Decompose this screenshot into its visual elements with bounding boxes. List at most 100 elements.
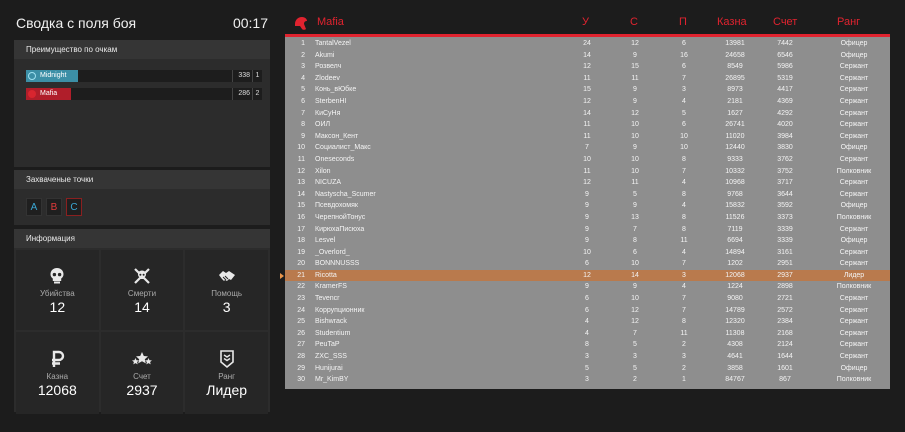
table-row[interactable]: 26 Studentium 4 7 11 11308 2168 Сержант bbox=[285, 328, 890, 340]
table-row[interactable]: 1 TantalVezel 24 12 6 13981 7442 Офицер bbox=[285, 38, 890, 50]
treasury-value: 4308 bbox=[727, 341, 743, 349]
table-row[interactable]: 6 SterbenHI 12 9 4 2181 4369 Сержант bbox=[285, 96, 890, 108]
table-row[interactable]: 27 PeuTaP 8 5 2 4308 2124 Сержант bbox=[285, 339, 890, 351]
deaths-value: 12 bbox=[631, 306, 639, 314]
row-number: 13 bbox=[297, 179, 305, 187]
score-value: 3830 bbox=[777, 144, 793, 152]
table-row[interactable]: 15 Псевдохомяк 9 9 4 15832 3592 Офицер bbox=[285, 200, 890, 212]
column-treasury[interactable]: Казна bbox=[717, 16, 747, 28]
score-value: 4417 bbox=[777, 86, 793, 94]
assists-value: 4 bbox=[682, 179, 686, 187]
treasury-value: 9768 bbox=[727, 190, 743, 198]
table-row[interactable]: 4 Zlodeev 11 11 7 26895 5319 Сержант bbox=[285, 73, 890, 85]
table-row[interactable]: 30 Mr_KimBY 3 2 1 84767 867 Полковник bbox=[285, 374, 890, 386]
table-row[interactable]: 8 ОИЛ 11 10 6 26741 4020 Сержант bbox=[285, 119, 890, 131]
table-row[interactable]: 7 КиСуНя 14 12 5 1627 4292 Сержант bbox=[285, 108, 890, 120]
stat-value: 12068 bbox=[37, 381, 77, 398]
team-score: 338 bbox=[232, 70, 250, 82]
rank-value: Сержант bbox=[839, 225, 869, 233]
table-row[interactable]: 5 Конь_вЮбке 15 9 3 8973 4417 Сержант bbox=[285, 84, 890, 96]
treasury-value: 8973 bbox=[727, 86, 743, 94]
treasury-value: 13981 bbox=[725, 40, 745, 47]
rank-badge-icon bbox=[219, 349, 234, 368]
team-rank: 1 bbox=[252, 70, 262, 82]
assists-value: 4 bbox=[682, 202, 686, 210]
player-name: Ricotta bbox=[315, 271, 337, 279]
rank-value: Офицер bbox=[840, 51, 868, 59]
row-number: 24 bbox=[297, 306, 305, 314]
row-number: 12 bbox=[297, 167, 305, 175]
row-number: 14 bbox=[297, 190, 305, 198]
player-name: Studentium bbox=[315, 329, 351, 337]
table-row[interactable]: 29 Hunijurai 5 5 2 3858 1601 Офицер bbox=[285, 363, 890, 375]
stat-label: Помощь bbox=[211, 288, 243, 298]
assists-value: 7 bbox=[682, 295, 686, 303]
assists-value: 10 bbox=[680, 132, 688, 140]
ruble-icon bbox=[52, 350, 65, 367]
table-row[interactable]: 2 Akumi 14 9 16 24658 6546 Офицер bbox=[285, 50, 890, 62]
handshake-icon bbox=[218, 270, 235, 281]
rank-value: Сержант bbox=[839, 109, 869, 117]
treasury-value: 26895 bbox=[725, 74, 745, 82]
row-number: 8 bbox=[301, 121, 305, 129]
row-number: 16 bbox=[297, 213, 305, 221]
player-name: TantalVezel bbox=[315, 40, 351, 47]
table-row[interactable]: 3 Розвелч 12 15 6 8549 5986 Сержант bbox=[285, 61, 890, 73]
assists-value: 8 bbox=[682, 190, 686, 198]
column-rank[interactable]: Ранг bbox=[837, 16, 861, 28]
player-name: Социалист_Макс bbox=[315, 144, 371, 152]
row-number: 18 bbox=[297, 237, 305, 245]
column-deaths[interactable]: С bbox=[630, 16, 638, 28]
table-row[interactable]: 14 Nastyscha_Scumer 9 5 8 9768 3644 Сержант bbox=[285, 189, 890, 201]
score-value: 1601 bbox=[777, 364, 793, 372]
table-row[interactable]: 28 ZXC_SSS 3 3 3 4641 1644 Сержант bbox=[285, 351, 890, 363]
table-row[interactable]: 20 BONNNUSSS 6 10 7 1202 2951 Сержант bbox=[285, 258, 890, 270]
player-name: Zlodeev bbox=[315, 74, 340, 82]
deaths-value: 9 bbox=[633, 51, 637, 59]
table-row[interactable]: 24 Коррупционник 6 12 7 14789 2572 Сержант bbox=[285, 305, 890, 317]
assists-value: 11 bbox=[680, 329, 688, 337]
score-value: 5319 bbox=[777, 74, 793, 82]
score-value: 2721 bbox=[777, 295, 793, 303]
table-row[interactable]: 12 Xilon 11 10 7 10332 3752 Полковник bbox=[285, 166, 890, 178]
table-row[interactable]: 16 ЧерепнойТонус 9 13 8 11526 3373 Полковник bbox=[285, 212, 890, 224]
treasury-value: 4641 bbox=[727, 353, 743, 361]
column-assists[interactable]: П bbox=[679, 16, 687, 28]
player-name: Akumi bbox=[315, 51, 335, 59]
player-name: Bishwrack bbox=[315, 318, 347, 326]
deaths-value: 10 bbox=[631, 121, 639, 129]
team-score: 286 bbox=[232, 88, 250, 100]
table-row-current-player[interactable]: 21 Ricotta 12 14 3 12068 2937 Лидер bbox=[280, 269, 890, 282]
deaths-value: 7 bbox=[633, 225, 637, 233]
table-row[interactable]: 10 Социалист_Макс 7 9 10 12440 3830 Офицер bbox=[285, 142, 890, 154]
table-row[interactable]: 19 _Overlord_ 10 6 4 14894 3161 Сержант bbox=[285, 247, 890, 259]
stat-kills: Убийства 12 bbox=[16, 250, 99, 330]
row-number: 20 bbox=[297, 260, 305, 268]
table-row[interactable]: 9 Максон_Кент 11 10 10 11020 3984 Сержант bbox=[285, 131, 890, 143]
team-score-bar bbox=[26, 88, 71, 100]
assists-value: 2 bbox=[682, 341, 686, 349]
assists-value: 7 bbox=[682, 306, 686, 314]
column-score[interactable]: Счет bbox=[773, 16, 798, 28]
rank-value: Сержант bbox=[839, 329, 869, 337]
score-value: 2572 bbox=[777, 306, 793, 314]
stat-score: Счет 2937 bbox=[100, 332, 184, 414]
table-row[interactable]: 23 Tevencr 6 10 7 9080 2721 Сержант bbox=[285, 293, 890, 305]
score-value: 6546 bbox=[777, 51, 793, 59]
table-row[interactable]: 25 Bishwrack 4 12 8 12320 2384 Сержант bbox=[285, 316, 890, 328]
row-number: 1 bbox=[301, 40, 305, 47]
treasury-value: 9080 bbox=[727, 295, 743, 303]
rank-value: Сержант bbox=[839, 155, 869, 163]
table-row[interactable]: 13 NICUZA 12 11 4 10968 3717 Сержант bbox=[285, 177, 890, 189]
table-row[interactable]: 18 Lesvel 9 8 11 6694 3339 Офицер bbox=[285, 235, 890, 247]
table-row[interactable]: 17 КирюхаПисюха 9 7 8 7119 3339 Сержант bbox=[285, 224, 890, 236]
table-row[interactable]: 11 Oneseconds 10 10 8 9333 3762 Сержант bbox=[285, 154, 890, 166]
deaths-value: 3 bbox=[633, 353, 637, 361]
column-kills[interactable]: У bbox=[582, 16, 589, 28]
table-row[interactable]: 22 KramerFS 9 9 4 1224 2898 Полковник bbox=[285, 281, 890, 293]
kills-value: 3 bbox=[585, 376, 589, 384]
score-value: 5986 bbox=[777, 63, 793, 71]
score-value: 4369 bbox=[777, 97, 793, 105]
score-value: 7442 bbox=[777, 40, 793, 47]
deaths-value: 9 bbox=[633, 144, 637, 152]
